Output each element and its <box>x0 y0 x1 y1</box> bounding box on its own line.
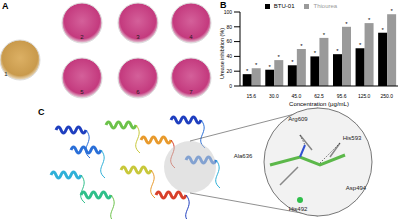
svg-text:Concentration (μg/mL): Concentration (μg/mL) <box>289 101 349 107</box>
svg-text:45.0: 45.0 <box>292 93 302 99</box>
svg-text:Urease inhibition (%): Urease inhibition (%) <box>219 28 225 79</box>
html-text:Thiourea: Thiourea <box>313 3 338 9</box>
svg-text:250.0: 250.0 <box>380 93 392 99</box>
svg-text:3: 3 <box>136 34 140 40</box>
svg-text:Asp494: Asp494 <box>346 185 367 191</box>
svg-text:*: * <box>390 8 392 14</box>
svg-text:15.6: 15.6 <box>246 93 256 99</box>
svg-text:100: 100 <box>224 9 233 15</box>
svg-text:*: * <box>278 54 281 60</box>
svg-text:40: 40 <box>226 53 232 59</box>
svg-text:*: * <box>269 64 272 70</box>
svg-text:6: 6 <box>136 89 140 95</box>
svg-text:60: 60 <box>226 38 232 44</box>
svg-text:A: A <box>8 1 9 11</box>
svg-text:His492: His492 <box>289 206 308 212</box>
html-text:BTU-01: BTU-01 <box>273 3 295 9</box>
svg-text:7: 7 <box>189 89 193 95</box>
svg-text:*: * <box>359 42 362 48</box>
svg-text:62.5: 62.5 <box>314 93 324 99</box>
svg-text:125.0: 125.0 <box>358 93 371 99</box>
svg-text:30.0: 30.0 <box>269 93 279 99</box>
svg-text:*: * <box>246 68 249 74</box>
svg-text:C: C <box>38 107 45 117</box>
svg-text:2: 2 <box>80 34 84 40</box>
svg-text:80: 80 <box>226 24 232 30</box>
svg-text:*: * <box>336 48 339 54</box>
svg-text:95.6: 95.6 <box>337 93 347 99</box>
svg-text:*: * <box>368 17 371 23</box>
svg-text:1: 1 <box>8 71 9 77</box>
svg-text:*: * <box>323 32 326 38</box>
svg-text:*: * <box>314 50 317 56</box>
svg-text:*: * <box>300 43 303 49</box>
svg-text:*: * <box>381 27 384 33</box>
svg-text:*: * <box>291 59 294 65</box>
svg-text:5: 5 <box>80 89 84 95</box>
svg-text:Arg609: Arg609 <box>288 116 308 122</box>
svg-text:*: * <box>255 62 258 68</box>
svg-text:20: 20 <box>226 68 232 74</box>
svg-text:0: 0 <box>229 83 232 89</box>
svg-text:4: 4 <box>189 34 193 40</box>
svg-text:*: * <box>345 21 348 27</box>
svg-text:Ala636: Ala636 <box>234 153 253 159</box>
html-text:B: B <box>220 0 227 10</box>
svg-text:His593: His593 <box>343 135 362 141</box>
